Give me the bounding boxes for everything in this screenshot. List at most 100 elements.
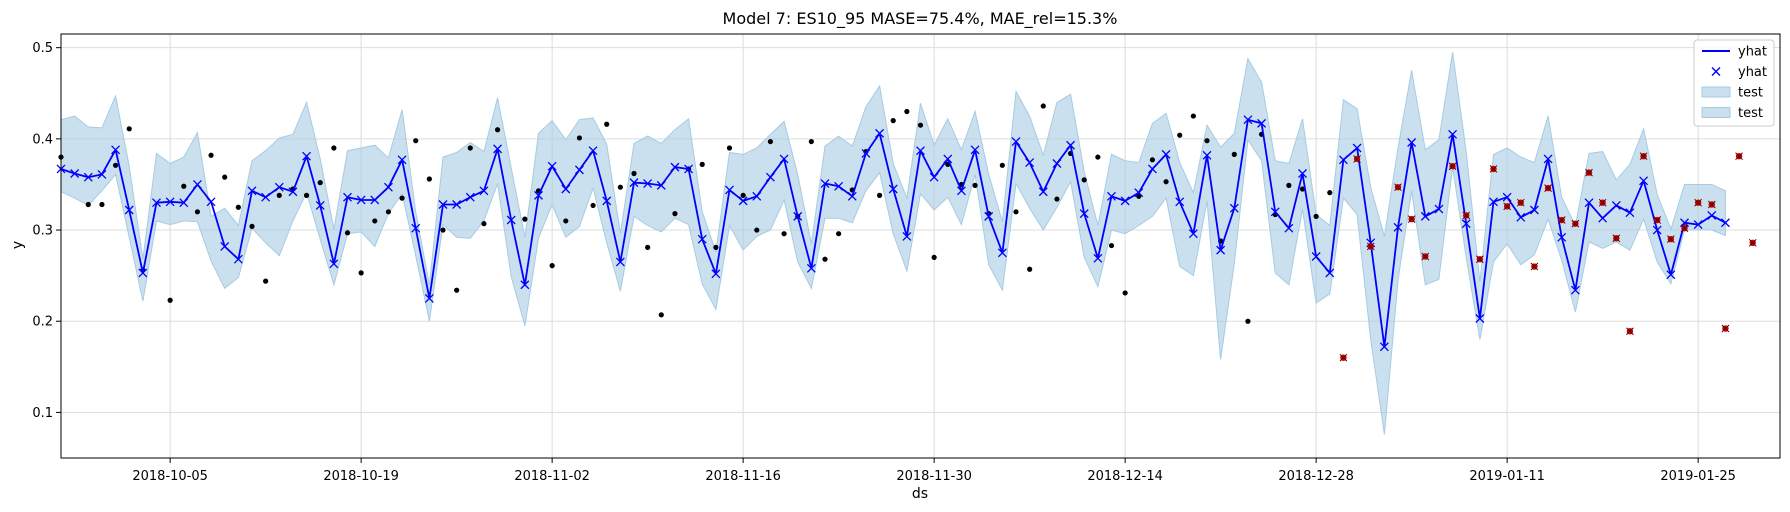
forecast-marker <box>1243 115 1253 125</box>
forecast-marker <box>1598 213 1608 223</box>
forecast-marker <box>738 196 748 206</box>
forecast-marker <box>1543 154 1553 164</box>
forecast-marker <box>574 165 584 175</box>
forecast-marker <box>1284 223 1294 233</box>
legend-label: test <box>1738 86 1763 101</box>
train-point <box>331 145 337 151</box>
forecast-marker <box>1420 211 1430 221</box>
train-point <box>576 135 583 141</box>
train-point <box>672 211 678 217</box>
test-point-marker <box>1585 168 1593 177</box>
forecast-marker <box>697 234 707 244</box>
legend-box <box>1693 39 1775 127</box>
forecast-marker <box>1066 140 1076 150</box>
train-point <box>876 192 883 198</box>
test-point-marker <box>1639 152 1648 161</box>
test-point-marker <box>1421 252 1430 261</box>
train-point <box>1027 266 1033 272</box>
confidence-band-area <box>60 52 1726 435</box>
test-points <box>1339 152 1757 362</box>
test-point-marker <box>1680 224 1689 233</box>
train-point <box>1013 209 1019 215</box>
forecast-marker <box>479 186 489 196</box>
forecast-marker <box>1298 169 1307 178</box>
train-point <box>904 108 910 115</box>
test-point-marker <box>1503 202 1511 211</box>
forecast-marker <box>929 172 939 182</box>
train-point <box>890 118 896 124</box>
train-point <box>1190 113 1196 119</box>
plot-frame <box>60 33 1781 459</box>
forecast-marker <box>424 293 434 303</box>
train-point <box>713 244 719 250</box>
x-tick-label: 2018-11-02 <box>514 469 590 484</box>
forecast-marker <box>179 198 189 208</box>
forecast-marker <box>1352 143 1362 153</box>
forecast-marker <box>1502 192 1512 202</box>
test-point-marker <box>1694 198 1702 207</box>
test-point-marker <box>1462 211 1471 220</box>
forecast-marker <box>1311 252 1321 261</box>
forecast-marker <box>765 172 775 182</box>
forecast-marker <box>943 154 953 164</box>
forecast-marker <box>793 211 803 221</box>
train-point <box>1108 242 1115 249</box>
forecast-marker <box>370 195 380 205</box>
forecast-marker <box>261 192 271 202</box>
train-point <box>726 145 733 151</box>
train-point <box>1081 177 1087 183</box>
test-point-marker <box>1516 198 1525 207</box>
test-point-marker <box>1407 215 1416 223</box>
forecast-marker <box>834 181 844 191</box>
x-tick-label: 2018-10-19 <box>323 469 399 484</box>
train-point <box>1313 213 1319 219</box>
train-point <box>836 231 842 237</box>
y-tick-label: 0.5 <box>32 41 53 56</box>
forecast-marker <box>1720 218 1730 228</box>
train-point <box>276 192 282 198</box>
forecast-marker <box>1216 245 1226 255</box>
forecast-marker <box>1093 253 1103 263</box>
forecast-marker <box>1489 197 1498 207</box>
forecast-marker <box>1270 207 1280 217</box>
forecast-marker <box>970 145 980 155</box>
forecast-marker <box>206 197 216 207</box>
forecast-marker <box>124 205 134 215</box>
train-point <box>317 180 323 186</box>
train-point <box>1095 154 1101 160</box>
train-point <box>740 192 746 198</box>
x-axis: 2018-10-05 2018-10-19 2018-11-02 2018-11-16… <box>132 458 1736 484</box>
forecast-marker <box>752 191 762 201</box>
train-point <box>917 122 924 128</box>
forecast-marker <box>629 178 639 188</box>
forecast-marker <box>165 197 175 207</box>
train-point <box>767 138 774 145</box>
forecast-marker <box>806 263 816 273</box>
forecast-marker <box>1338 155 1348 165</box>
train-point <box>481 221 487 227</box>
train-point <box>167 297 173 303</box>
train-point <box>1040 103 1046 109</box>
train-point <box>563 218 569 224</box>
train-point <box>1122 290 1128 296</box>
forecast-marker <box>70 169 80 178</box>
forecast-marker <box>1107 191 1116 201</box>
x-tick-label: 2019-01-25 <box>1660 469 1736 484</box>
train-point <box>522 216 528 222</box>
forecast-marker <box>1584 198 1594 208</box>
forecast-marker <box>1475 314 1485 323</box>
forecast-marker <box>1529 205 1539 215</box>
forecast-marker <box>493 144 503 154</box>
train-point <box>549 263 555 269</box>
forecast-marker <box>315 200 325 210</box>
train-point <box>249 223 255 229</box>
forecast-marker <box>1202 150 1212 160</box>
train-point <box>208 152 214 158</box>
train-point <box>112 162 119 168</box>
train-point <box>126 126 132 132</box>
forecast-marker <box>615 257 625 267</box>
forecast-marker <box>1161 149 1171 159</box>
forecast-marker <box>984 211 994 221</box>
forecast-marker <box>1379 342 1389 352</box>
train-point <box>1054 196 1060 202</box>
